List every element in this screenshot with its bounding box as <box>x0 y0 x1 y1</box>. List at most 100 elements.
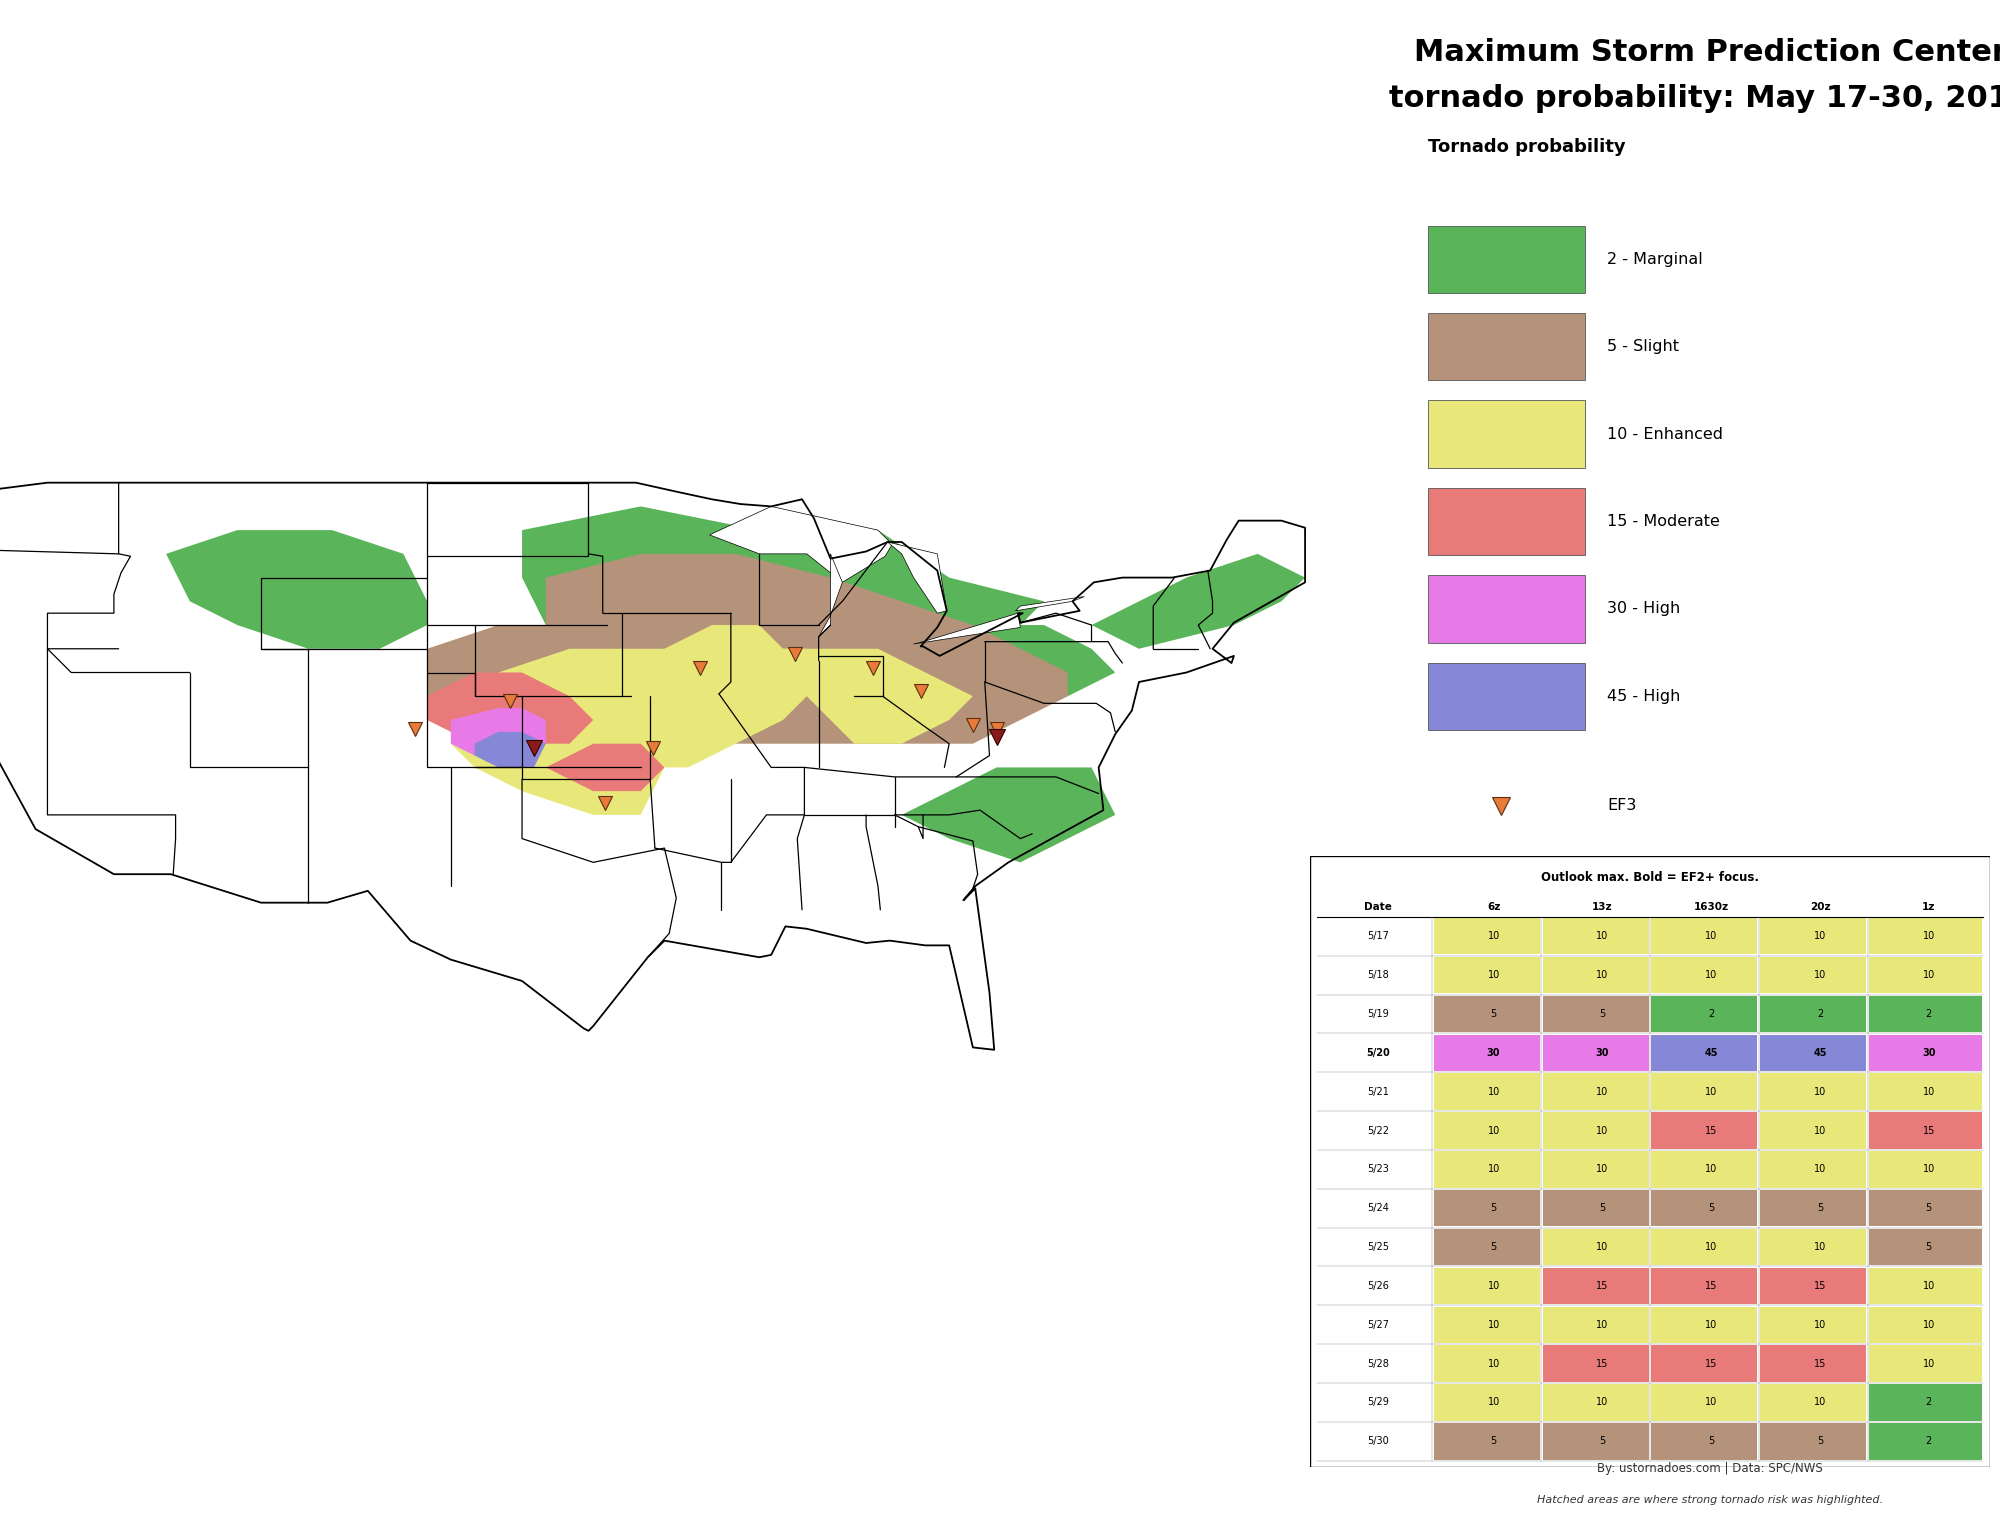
Text: 5/28: 5/28 <box>1368 1358 1388 1369</box>
Bar <box>1428 226 1584 293</box>
Bar <box>1542 1384 1648 1421</box>
Bar <box>1868 1384 1982 1421</box>
Bar <box>1652 1423 1758 1459</box>
Text: 10: 10 <box>1596 931 1608 941</box>
Text: 10: 10 <box>1596 1086 1608 1097</box>
Text: 10: 10 <box>1922 970 1934 979</box>
Bar <box>1434 1112 1540 1149</box>
Text: 15: 15 <box>1596 1280 1608 1291</box>
Text: 10: 10 <box>1488 1280 1500 1291</box>
Text: 5 - Slight: 5 - Slight <box>1608 339 1680 354</box>
Bar <box>1428 487 1584 555</box>
Text: 10: 10 <box>1706 970 1718 979</box>
Bar <box>1868 1151 1982 1187</box>
Text: 5: 5 <box>1708 1203 1714 1213</box>
Polygon shape <box>450 707 546 755</box>
Text: 10: 10 <box>1488 970 1500 979</box>
Bar <box>1434 918 1540 955</box>
Text: 20z: 20z <box>1810 902 1830 912</box>
Text: 10: 10 <box>1922 931 1934 941</box>
Text: 10: 10 <box>1706 1398 1718 1407</box>
Text: 10: 10 <box>1488 1320 1500 1329</box>
Bar <box>1760 1112 1866 1149</box>
Text: 5/26: 5/26 <box>1368 1280 1388 1291</box>
Text: 5/25: 5/25 <box>1368 1242 1388 1251</box>
Text: 5: 5 <box>1600 1203 1606 1213</box>
Bar <box>1868 1306 1982 1343</box>
Text: 10: 10 <box>1922 1164 1934 1175</box>
Bar <box>1542 1151 1648 1187</box>
Polygon shape <box>450 720 664 814</box>
Text: 2: 2 <box>1926 1008 1932 1019</box>
Text: 5/23: 5/23 <box>1368 1164 1388 1175</box>
Bar <box>1428 663 1584 730</box>
Polygon shape <box>784 649 972 744</box>
Text: 5: 5 <box>1708 1436 1714 1447</box>
Text: 5: 5 <box>1926 1203 1932 1213</box>
Polygon shape <box>546 744 664 792</box>
Text: 10: 10 <box>1922 1086 1934 1097</box>
Bar <box>1760 1151 1866 1187</box>
Text: 10: 10 <box>1706 1242 1718 1251</box>
Text: 45 - High: 45 - High <box>1608 689 1680 704</box>
Bar <box>1868 1268 1982 1303</box>
Text: 5: 5 <box>1600 1436 1606 1447</box>
Text: 15: 15 <box>1596 1358 1608 1369</box>
Text: 2: 2 <box>1708 1008 1714 1019</box>
Bar <box>1652 1190 1758 1227</box>
Text: 5/21: 5/21 <box>1368 1086 1388 1097</box>
Text: 10: 10 <box>1922 1320 1934 1329</box>
Text: 5/27: 5/27 <box>1368 1320 1388 1329</box>
Text: 15: 15 <box>1706 1358 1718 1369</box>
Text: 30: 30 <box>1596 1048 1610 1057</box>
Bar <box>1434 1229 1540 1265</box>
Text: 10: 10 <box>1706 1086 1718 1097</box>
Bar <box>1542 957 1648 993</box>
Polygon shape <box>428 625 640 767</box>
Bar <box>1652 918 1758 955</box>
Bar <box>1434 1423 1540 1459</box>
Polygon shape <box>664 625 784 672</box>
Polygon shape <box>522 506 1306 672</box>
Text: 15: 15 <box>1814 1358 1826 1369</box>
Text: 1630z: 1630z <box>1694 902 1728 912</box>
Text: 5: 5 <box>1490 1242 1496 1251</box>
Text: 5: 5 <box>1816 1203 1824 1213</box>
Text: 5/17: 5/17 <box>1368 931 1388 941</box>
Bar <box>1652 1074 1758 1109</box>
Bar <box>1868 1112 1982 1149</box>
Text: Outlook max. Bold = EF2+ focus.: Outlook max. Bold = EF2+ focus. <box>1540 871 1760 885</box>
Polygon shape <box>498 649 806 767</box>
Bar <box>1434 1346 1540 1381</box>
Bar <box>1542 1034 1648 1071</box>
Polygon shape <box>1016 596 1084 611</box>
Text: 45: 45 <box>1704 1048 1718 1057</box>
Bar <box>1868 1229 1982 1265</box>
Bar <box>1434 1268 1540 1303</box>
Text: 10 - Enhanced: 10 - Enhanced <box>1608 426 1724 442</box>
Text: 10: 10 <box>1596 1242 1608 1251</box>
Polygon shape <box>710 506 892 582</box>
Polygon shape <box>888 542 946 613</box>
Polygon shape <box>428 672 594 744</box>
Text: 5/18: 5/18 <box>1368 970 1388 979</box>
Bar <box>1868 996 1982 1031</box>
Polygon shape <box>902 767 1116 862</box>
Bar <box>1868 1034 1982 1071</box>
Text: 2 - Marginal: 2 - Marginal <box>1608 252 1702 267</box>
Polygon shape <box>996 625 1116 697</box>
Text: Hatched areas are where strong tornado risk was highlighted.: Hatched areas are where strong tornado r… <box>1536 1494 1884 1505</box>
Text: 10: 10 <box>1488 1126 1500 1135</box>
Text: 45: 45 <box>1814 1048 1826 1057</box>
Text: 5: 5 <box>1490 1203 1496 1213</box>
Bar <box>1760 918 1866 955</box>
Bar <box>1542 1190 1648 1227</box>
Bar <box>1542 918 1648 955</box>
Text: 5/29: 5/29 <box>1368 1398 1388 1407</box>
Bar <box>1868 1346 1982 1381</box>
Text: 30: 30 <box>1922 1048 1936 1057</box>
Bar <box>1542 1306 1648 1343</box>
Text: 10: 10 <box>1488 931 1500 941</box>
Text: 10: 10 <box>1814 1086 1826 1097</box>
Text: 10: 10 <box>1488 1398 1500 1407</box>
